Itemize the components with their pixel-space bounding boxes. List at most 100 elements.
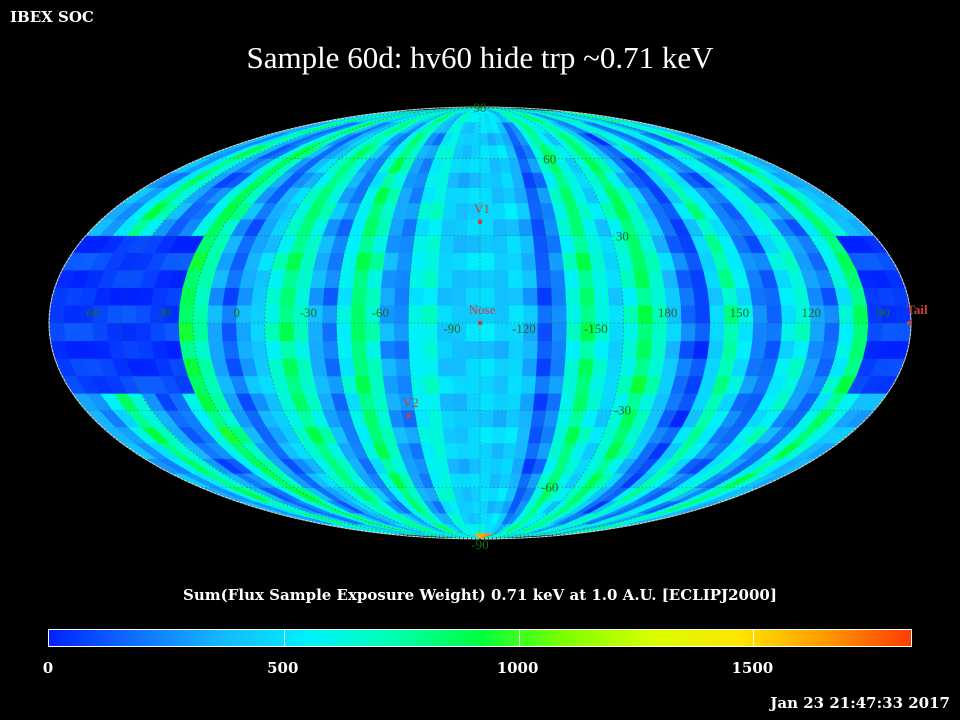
flux-cell — [521, 269, 538, 288]
flux-cell — [751, 322, 768, 342]
flux-cell — [808, 322, 826, 342]
marker-nose-label: Nose — [469, 302, 496, 317]
flux-cell — [503, 202, 519, 220]
flux-cell — [467, 442, 481, 459]
flux-cell — [469, 473, 481, 489]
flux-cell — [493, 340, 509, 359]
flux-cell — [502, 187, 517, 204]
flux-cell — [63, 304, 80, 324]
flux-cell — [423, 375, 440, 394]
flux-cell — [451, 269, 467, 288]
flux-cell — [692, 287, 710, 306]
flux-cell — [350, 287, 367, 306]
flux-cell — [91, 322, 109, 342]
flux-cell — [221, 287, 240, 306]
flux-cell — [492, 218, 507, 236]
flux-cell — [565, 304, 581, 324]
flux-cell — [479, 392, 494, 411]
flux-cell — [366, 269, 383, 288]
flux-cell — [694, 304, 711, 324]
flux-cell — [382, 375, 399, 394]
flux-cell — [470, 487, 481, 502]
flux-cell — [134, 322, 152, 342]
flux-cell — [63, 322, 80, 342]
marker-v1-label: V1 — [474, 201, 490, 216]
flux-cell — [607, 287, 624, 306]
flux-cell — [452, 392, 468, 411]
flux-cell — [451, 375, 467, 394]
flux-cell — [307, 322, 323, 342]
flux-cell — [734, 340, 753, 359]
flux-cell — [489, 458, 503, 474]
flux-cell — [393, 322, 409, 342]
flux-cell — [493, 287, 509, 306]
lon-label: -150 — [584, 321, 608, 336]
flux-cell — [637, 322, 653, 342]
meridian-line — [407, 106, 481, 540]
flux-cell — [493, 252, 509, 271]
flux-cell — [469, 158, 481, 173]
flux-cell — [500, 458, 514, 474]
flux-cell — [264, 304, 280, 324]
lat-label: -60 — [541, 480, 558, 495]
flux-cell — [437, 269, 453, 288]
flux-cell — [532, 392, 549, 411]
meridian-line — [335, 106, 481, 540]
flux-cell — [489, 172, 503, 188]
flux-cell — [438, 392, 455, 411]
flux-cell — [530, 218, 547, 236]
flux-cell — [649, 340, 667, 359]
flux-cell — [503, 426, 519, 444]
plot-title: Sample 60d: hv60 hide trp ~0.71 keV — [246, 40, 714, 75]
flux-cell — [394, 358, 411, 377]
timestamp: Jan 23 21:47:33 2017 — [770, 694, 950, 712]
flux-cell — [278, 322, 295, 342]
colorbar-tick — [518, 630, 520, 646]
flux-cell — [236, 340, 254, 359]
flux-cell — [479, 409, 494, 428]
flux-cell — [106, 322, 123, 342]
flux-cell — [563, 358, 580, 377]
flux-cell — [427, 409, 443, 428]
flux-cell — [422, 322, 438, 342]
markers: V1 V2 Nose Tail — [403, 201, 928, 418]
flux-cell — [533, 252, 550, 271]
flux-cell — [734, 287, 753, 306]
flux-cell — [894, 322, 911, 342]
flux-cell — [751, 304, 768, 324]
flux-cell — [120, 304, 137, 324]
flux-cell — [455, 187, 470, 204]
flux-cell — [663, 340, 681, 359]
flux-cell — [465, 340, 481, 359]
flux-cell — [536, 287, 552, 306]
flux-cell — [437, 358, 453, 377]
flux-cell — [479, 172, 492, 188]
sky-map: 60 30 0 -30 -60 -90 -120 -150 180 150 120 90 90 60 30 -… — [48, 100, 928, 552]
flux-cell — [491, 426, 506, 444]
flux-cell — [437, 375, 454, 394]
flux-cell — [488, 158, 501, 173]
flux-cell — [422, 340, 438, 359]
flux-cell — [622, 322, 639, 342]
flux-cell — [410, 375, 427, 394]
flux-cell — [454, 202, 469, 220]
flux-cell — [408, 358, 425, 377]
flux-cell — [517, 409, 533, 428]
flux-cell — [680, 322, 696, 342]
flux-cell — [427, 218, 443, 236]
flux-cell — [502, 442, 517, 459]
flux-cell — [651, 322, 668, 342]
flux-cell — [452, 235, 468, 253]
flux-cell — [322, 287, 339, 306]
flux-cell — [453, 409, 468, 428]
flux-cell — [379, 322, 395, 342]
flux-cell — [236, 287, 254, 306]
flux-cell — [635, 287, 653, 306]
meridian-line — [120, 106, 481, 540]
lat-label: 60 — [543, 151, 556, 166]
flux-cell — [507, 358, 523, 377]
meridian-line — [479, 106, 840, 540]
flux-cell — [536, 304, 553, 324]
flux-cell — [492, 235, 508, 253]
flux-cell — [621, 340, 638, 359]
